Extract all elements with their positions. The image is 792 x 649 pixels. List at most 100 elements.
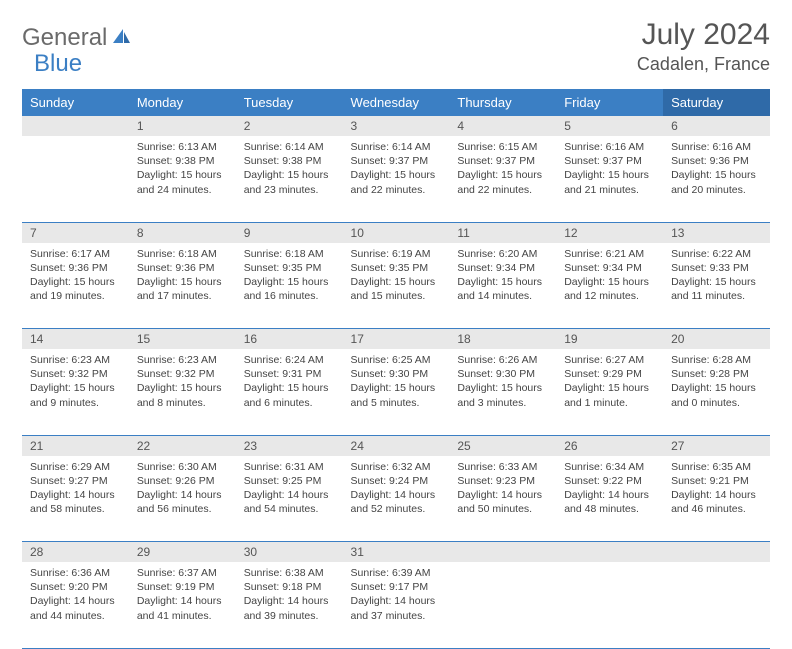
daylight-line: Daylight: 14 hours and 39 minutes. — [244, 594, 335, 622]
calendar-head: SundayMondayTuesdayWednesdayThursdayFrid… — [22, 89, 770, 116]
sunset-line: Sunset: 9:28 PM — [671, 367, 762, 381]
sunrise-line: Sunrise: 6:16 AM — [564, 140, 655, 154]
day-cell: Sunrise: 6:29 AMSunset: 9:27 PMDaylight:… — [22, 456, 129, 542]
daylight-line: Daylight: 14 hours and 48 minutes. — [564, 488, 655, 516]
daylight-line: Daylight: 14 hours and 46 minutes. — [671, 488, 762, 516]
location: Cadalen, France — [637, 54, 770, 75]
sunset-line: Sunset: 9:30 PM — [457, 367, 548, 381]
sunset-line: Sunset: 9:32 PM — [137, 367, 228, 381]
day-number: 28 — [22, 542, 129, 563]
weekday-header: Thursday — [449, 89, 556, 116]
day-number: 6 — [663, 116, 770, 136]
day-cell: Sunrise: 6:24 AMSunset: 9:31 PMDaylight:… — [236, 349, 343, 435]
day-cell-body: Sunrise: 6:20 AMSunset: 9:34 PMDaylight:… — [449, 243, 556, 310]
day-cell: Sunrise: 6:17 AMSunset: 9:36 PMDaylight:… — [22, 243, 129, 329]
day-cell: Sunrise: 6:21 AMSunset: 9:34 PMDaylight:… — [556, 243, 663, 329]
day-number: 5 — [556, 116, 663, 136]
weekday-header: Tuesday — [236, 89, 343, 116]
day-cell: Sunrise: 6:20 AMSunset: 9:34 PMDaylight:… — [449, 243, 556, 329]
day-cell — [22, 136, 129, 222]
sunset-line: Sunset: 9:36 PM — [30, 261, 121, 275]
weekday-header: Saturday — [663, 89, 770, 116]
day-number: 22 — [129, 435, 236, 456]
brand-blue-line: Blue — [34, 44, 82, 78]
daylight-line: Daylight: 15 hours and 3 minutes. — [457, 381, 548, 409]
sunset-line: Sunset: 9:34 PM — [457, 261, 548, 275]
day-cell-body: Sunrise: 6:15 AMSunset: 9:37 PMDaylight:… — [449, 136, 556, 203]
day-cell-body: Sunrise: 6:36 AMSunset: 9:20 PMDaylight:… — [22, 562, 129, 629]
day-number: 20 — [663, 329, 770, 350]
daylight-line: Daylight: 14 hours and 41 minutes. — [137, 594, 228, 622]
sunrise-line: Sunrise: 6:36 AM — [30, 566, 121, 580]
sunset-line: Sunset: 9:18 PM — [244, 580, 335, 594]
sunrise-line: Sunrise: 6:37 AM — [137, 566, 228, 580]
daylight-line: Daylight: 15 hours and 11 minutes. — [671, 275, 762, 303]
day-cell-body: Sunrise: 6:18 AMSunset: 9:35 PMDaylight:… — [236, 243, 343, 310]
day-cell: Sunrise: 6:28 AMSunset: 9:28 PMDaylight:… — [663, 349, 770, 435]
day-cell: Sunrise: 6:16 AMSunset: 9:36 PMDaylight:… — [663, 136, 770, 222]
day-cell: Sunrise: 6:22 AMSunset: 9:33 PMDaylight:… — [663, 243, 770, 329]
day-cell-body: Sunrise: 6:23 AMSunset: 9:32 PMDaylight:… — [22, 349, 129, 416]
day-number: 11 — [449, 222, 556, 243]
daynum-row: 14151617181920 — [22, 329, 770, 350]
weekday-header: Wednesday — [343, 89, 450, 116]
week-row: Sunrise: 6:13 AMSunset: 9:38 PMDaylight:… — [22, 136, 770, 222]
day-cell-body: Sunrise: 6:16 AMSunset: 9:36 PMDaylight:… — [663, 136, 770, 203]
sunrise-line: Sunrise: 6:18 AM — [137, 247, 228, 261]
day-cell-body: Sunrise: 6:18 AMSunset: 9:36 PMDaylight:… — [129, 243, 236, 310]
daylight-line: Daylight: 15 hours and 23 minutes. — [244, 168, 335, 196]
day-cell: Sunrise: 6:36 AMSunset: 9:20 PMDaylight:… — [22, 562, 129, 648]
daynum-row: 78910111213 — [22, 222, 770, 243]
sunrise-line: Sunrise: 6:18 AM — [244, 247, 335, 261]
day-number: 2 — [236, 116, 343, 136]
daylight-line: Daylight: 14 hours and 37 minutes. — [351, 594, 442, 622]
week-row: Sunrise: 6:17 AMSunset: 9:36 PM Daylight:… — [22, 243, 770, 329]
day-cell-body: Sunrise: 6:24 AMSunset: 9:31 PMDaylight:… — [236, 349, 343, 416]
day-cell: Sunrise: 6:32 AMSunset: 9:24 PMDaylight:… — [343, 456, 450, 542]
day-cell: Sunrise: 6:14 AMSunset: 9:37 PMDaylight:… — [343, 136, 450, 222]
sunset-line: Sunset: 9:37 PM — [564, 154, 655, 168]
daylight-line: Daylight: 15 hours and 15 minutes. — [351, 275, 442, 303]
sunrise-line: Sunrise: 6:17 AM — [30, 247, 121, 261]
day-number: 4 — [449, 116, 556, 136]
day-number: 29 — [129, 542, 236, 563]
day-cell-body: Sunrise: 6:31 AMSunset: 9:25 PMDaylight:… — [236, 456, 343, 523]
daylight-line: Daylight: 14 hours and 52 minutes. — [351, 488, 442, 516]
day-cell: Sunrise: 6:30 AMSunset: 9:26 PMDaylight:… — [129, 456, 236, 542]
daylight-line: Daylight: 15 hours and 22 minutes. — [457, 168, 548, 196]
day-cell: Sunrise: 6:14 AMSunset: 9:38 PMDaylight:… — [236, 136, 343, 222]
day-number: 24 — [343, 435, 450, 456]
daylight-line: Daylight: 14 hours and 54 minutes. — [244, 488, 335, 516]
sunset-line: Sunset: 9:30 PM — [351, 367, 442, 381]
daylight-line: Daylight: 15 hours and 17 minutes. — [137, 275, 228, 303]
day-cell: Sunrise: 6:27 AMSunset: 9:29 PMDaylight:… — [556, 349, 663, 435]
day-cell-body: Sunrise: 6:30 AMSunset: 9:26 PMDaylight:… — [129, 456, 236, 523]
sunset-line: Sunset: 9:34 PM — [564, 261, 655, 275]
day-number: 14 — [22, 329, 129, 350]
sunrise-line: Sunrise: 6:19 AM — [351, 247, 442, 261]
daylight-line: Daylight: 15 hours and 16 minutes. — [244, 275, 335, 303]
day-number: 1 — [129, 116, 236, 136]
daylight-line: Daylight: 14 hours and 44 minutes. — [30, 594, 121, 622]
day-cell-body: Sunrise: 6:22 AMSunset: 9:33 PMDaylight:… — [663, 243, 770, 310]
sunset-line: Sunset: 9:37 PM — [351, 154, 442, 168]
sunrise-line: Sunrise: 6:22 AM — [671, 247, 762, 261]
brand-part2: Blue — [34, 50, 82, 78]
day-cell: Sunrise: 6:23 AMSunset: 9:32 PMDaylight:… — [22, 349, 129, 435]
day-number: 30 — [236, 542, 343, 563]
day-cell — [449, 562, 556, 648]
daylight-line: Daylight: 14 hours and 50 minutes. — [457, 488, 548, 516]
month-title: July 2024 — [637, 18, 770, 52]
day-cell-body: Sunrise: 6:32 AMSunset: 9:24 PMDaylight:… — [343, 456, 450, 523]
sunset-line: Sunset: 9:21 PM — [671, 474, 762, 488]
day-cell-body: Sunrise: 6:34 AMSunset: 9:22 PMDaylight:… — [556, 456, 663, 523]
day-number: 25 — [449, 435, 556, 456]
day-number: 12 — [556, 222, 663, 243]
day-cell-body: Sunrise: 6:21 AMSunset: 9:34 PMDaylight:… — [556, 243, 663, 310]
sunset-line: Sunset: 9:36 PM — [671, 154, 762, 168]
daynum-row: 28293031 — [22, 542, 770, 563]
day-cell: Sunrise: 6:39 AMSunset: 9:17 PMDaylight:… — [343, 562, 450, 648]
day-cell — [556, 562, 663, 648]
day-cell: Sunrise: 6:37 AMSunset: 9:19 PMDaylight:… — [129, 562, 236, 648]
day-cell: Sunrise: 6:33 AMSunset: 9:23 PMDaylight:… — [449, 456, 556, 542]
